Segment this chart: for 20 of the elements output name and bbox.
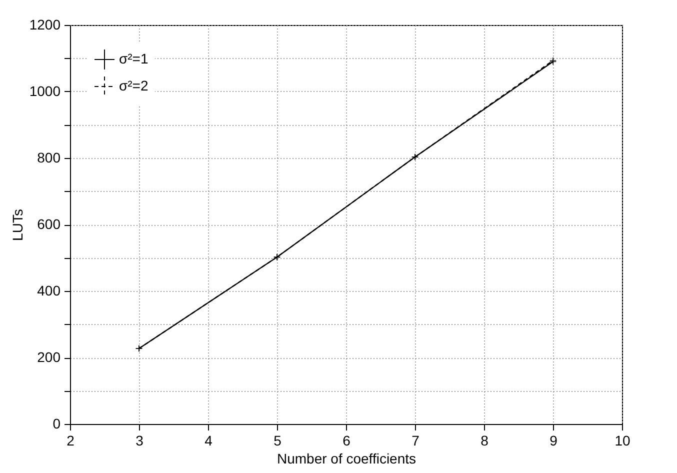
x-tick-label: 7 [412,432,420,448]
x-tick-label: 4 [204,432,213,448]
y-tick-label: 200 [37,349,61,365]
y-tick-label: 400 [37,282,61,298]
y-tick-label: 800 [37,150,61,166]
x-tick-label: 8 [480,432,489,448]
y-tick-label: 1200 [29,16,61,32]
legend-label: σ²=1 [119,50,148,66]
x-tick-label: 9 [550,432,558,448]
x-tick-label: 5 [274,432,282,448]
y-tick-label: 0 [52,416,61,432]
x-axis-title: Number of coefficients [276,450,416,466]
x-tick-label: 6 [342,432,351,448]
y-tick-label: 600 [37,216,61,232]
y-tick-label: 1000 [29,83,61,99]
x-tick-label: 2 [66,432,75,448]
x-tick-label: 10 [614,432,630,448]
legend-label: σ²=2 [119,78,148,94]
y-axis-title: LUTs [9,209,26,241]
x-tick-label: 3 [136,432,144,448]
